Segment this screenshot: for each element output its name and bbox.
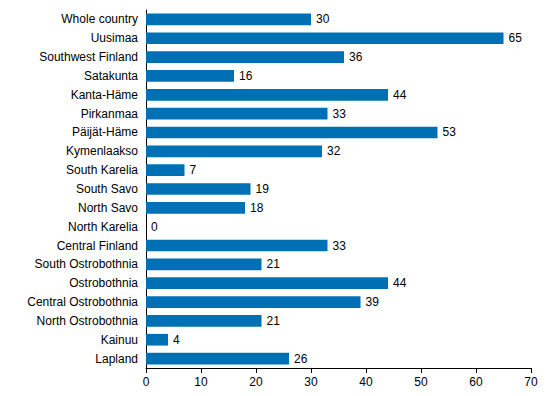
svg-text:0: 0 — [151, 220, 158, 234]
svg-text:44: 44 — [393, 88, 407, 102]
svg-text:0: 0 — [143, 375, 150, 389]
svg-text:South Karelia: South Karelia — [66, 163, 138, 177]
svg-text:Whole country: Whole country — [61, 12, 138, 26]
svg-text:Central Finland: Central Finland — [57, 239, 138, 253]
svg-text:33: 33 — [333, 239, 347, 253]
svg-text:21: 21 — [267, 257, 281, 271]
svg-text:10: 10 — [194, 375, 208, 389]
svg-text:18: 18 — [250, 201, 264, 215]
svg-text:33: 33 — [333, 107, 347, 121]
svg-text:South Ostrobothnia: South Ostrobothnia — [35, 257, 139, 271]
svg-text:Kymenlaakso: Kymenlaakso — [66, 144, 138, 158]
svg-text:Ostrobothnia: Ostrobothnia — [69, 276, 138, 290]
svg-text:19: 19 — [256, 182, 270, 196]
svg-text:North Ostrobothnia: North Ostrobothnia — [37, 314, 139, 328]
svg-text:65: 65 — [509, 31, 523, 45]
svg-text:32: 32 — [327, 144, 341, 158]
svg-text:Kanta-Häme: Kanta-Häme — [71, 88, 139, 102]
svg-text:40: 40 — [359, 375, 373, 389]
svg-text:70: 70 — [524, 375, 538, 389]
svg-text:30: 30 — [304, 375, 318, 389]
svg-text:North Karelia: North Karelia — [68, 220, 138, 234]
svg-text:Central Ostrobothnia: Central Ostrobothnia — [27, 295, 138, 309]
svg-text:Pirkanmaa: Pirkanmaa — [81, 107, 139, 121]
svg-text:20: 20 — [249, 375, 263, 389]
svg-text:16: 16 — [239, 69, 253, 83]
svg-text:Uusimaa: Uusimaa — [91, 31, 139, 45]
svg-text:4: 4 — [173, 333, 180, 347]
svg-text:36: 36 — [349, 50, 363, 64]
svg-text:26: 26 — [294, 352, 308, 366]
svg-text:50: 50 — [414, 375, 428, 389]
svg-text:30: 30 — [316, 12, 330, 26]
svg-text:21: 21 — [267, 314, 281, 328]
svg-text:39: 39 — [366, 295, 380, 309]
svg-text:South Savo: South Savo — [76, 182, 138, 196]
svg-text:44: 44 — [393, 276, 407, 290]
svg-text:North Savo: North Savo — [78, 201, 138, 215]
svg-text:53: 53 — [443, 125, 457, 139]
svg-text:Kainuu: Kainuu — [101, 333, 138, 347]
svg-text:60: 60 — [469, 375, 483, 389]
svg-text:Southwest Finland: Southwest Finland — [39, 50, 138, 64]
svg-text:Päijät-Häme: Päijät-Häme — [72, 125, 138, 139]
svg-text:Lapland: Lapland — [95, 352, 138, 366]
svg-text:Satakunta: Satakunta — [84, 69, 138, 83]
svg-text:7: 7 — [190, 163, 197, 177]
